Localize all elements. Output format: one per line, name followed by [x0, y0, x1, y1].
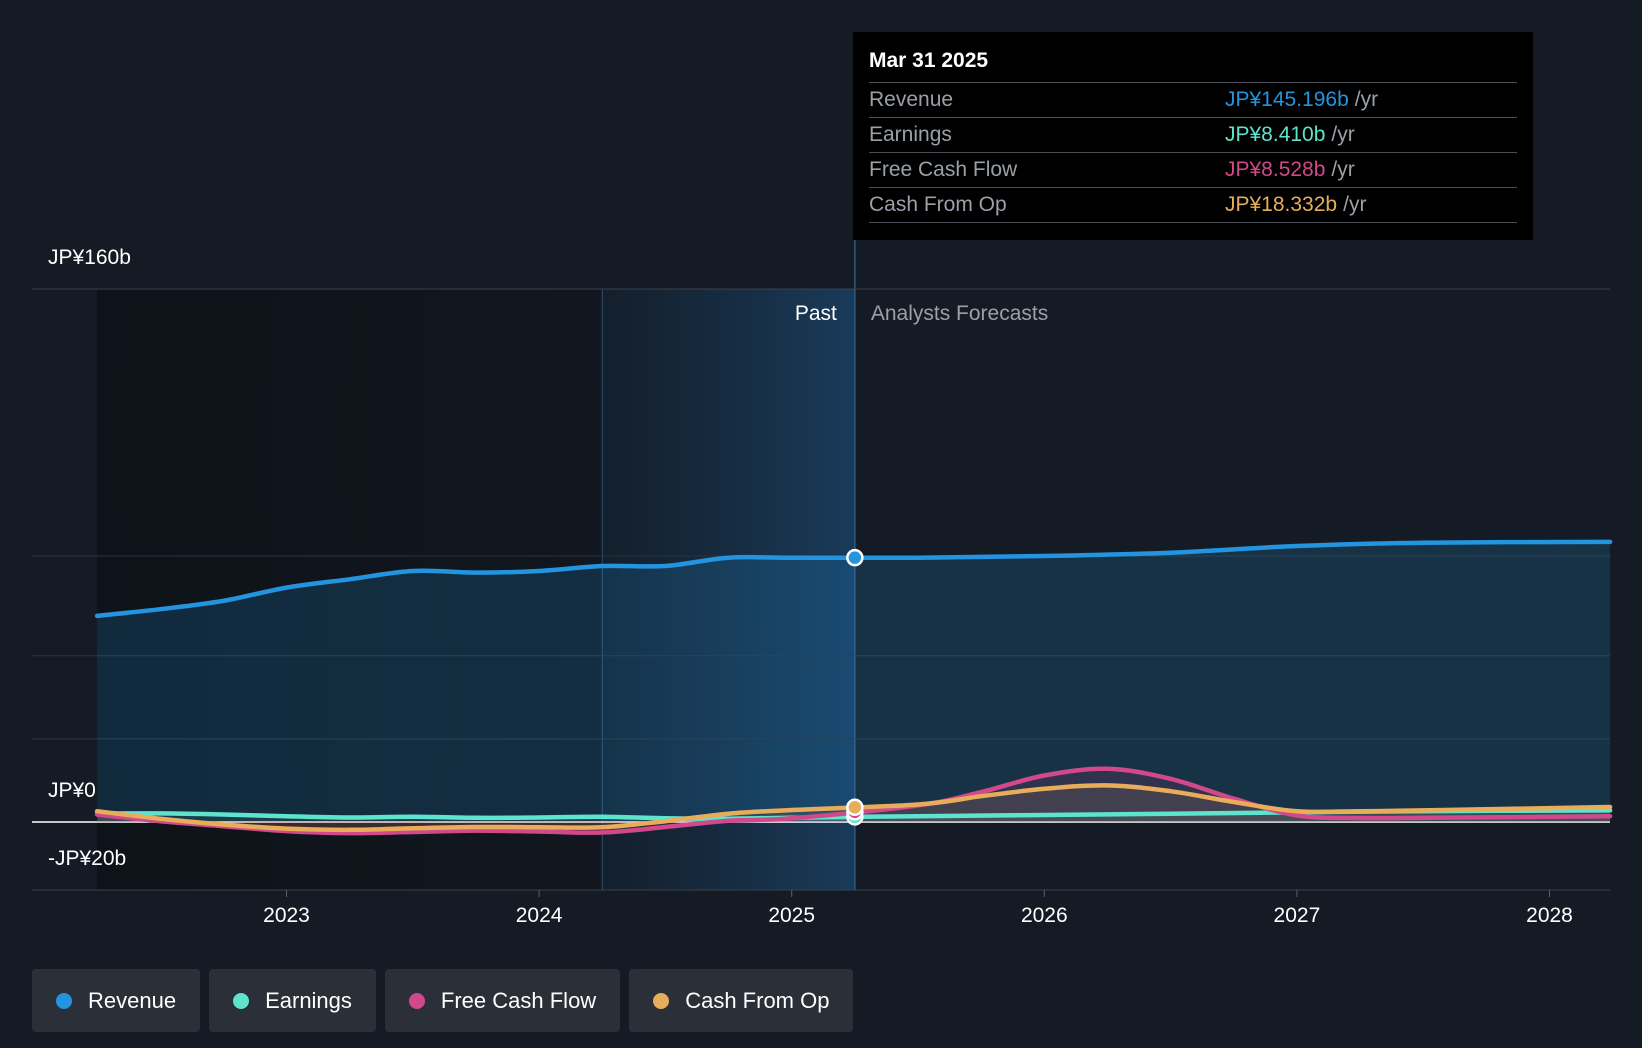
tooltip: Mar 31 2025 Revenue JP¥145.196b /yr Earn…: [853, 32, 1533, 240]
legend-dot-icon: [653, 992, 670, 1009]
tooltip-row-revenue: Revenue JP¥145.196b /yr: [869, 83, 1517, 118]
tooltip-row-earnings: Earnings JP¥8.410b /yr: [869, 118, 1517, 153]
tooltip-unit: /yr: [1354, 88, 1379, 111]
y-axis-label: -JP¥20b: [48, 847, 126, 870]
legend-dot-icon: [233, 992, 250, 1009]
tooltip-label: Cash From Op: [869, 193, 1007, 216]
y-axis-label: JP¥160b: [48, 246, 131, 269]
cash-from-op-area: [97, 785, 1611, 830]
tooltip-value: JP¥8.410b: [1225, 123, 1326, 146]
x-tick-label: 2024: [516, 904, 563, 927]
legend-item-earnings[interactable]: Earnings: [209, 969, 376, 1032]
legend-label: Earnings: [265, 987, 352, 1013]
x-tick-label: 2023: [263, 904, 310, 927]
x-tick-label: 2026: [1021, 904, 1068, 927]
legend-label: Free Cash Flow: [440, 987, 597, 1013]
tooltip-label: Free Cash Flow: [869, 158, 1018, 181]
legend-item-free-cash-flow[interactable]: Free Cash Flow: [384, 969, 621, 1032]
free-cash-flow-line: [94, 766, 1613, 836]
tooltip-unit: /yr: [1343, 193, 1367, 216]
free-cash-flow-area: [97, 768, 1611, 834]
tooltip-unit: /yr: [1331, 123, 1355, 146]
tooltip-label: Revenue: [869, 88, 954, 111]
cash-from-op-line: [94, 783, 1613, 833]
revenue-area: [97, 541, 1611, 822]
legend-label: Revenue: [88, 987, 177, 1013]
x-tick-label: 2027: [1274, 904, 1321, 927]
tooltip-value: JP¥8.528b: [1225, 158, 1326, 181]
x-tick-label: 2028: [1526, 904, 1573, 927]
tooltip-unit: /yr: [1331, 158, 1355, 181]
revenue-line: [94, 539, 1613, 619]
legend-item-cash-from-op[interactable]: Cash From Op: [629, 969, 854, 1032]
tooltip-date: Mar 31 2025: [869, 46, 1517, 83]
tooltip-label: Earnings: [869, 123, 952, 146]
legend-dot-icon: [56, 992, 72, 1009]
past-label: Past: [795, 302, 837, 325]
legend-label: Cash From Op: [685, 987, 830, 1013]
cash-from-op-marker: [846, 798, 864, 817]
forecast-label: Analysts Forecasts: [871, 302, 1048, 325]
legend: Revenue Earnings Free Cash Flow Cash Fro…: [32, 969, 854, 1032]
revenue-marker: [846, 548, 864, 567]
tooltip-value: JP¥18.332b: [1225, 193, 1338, 216]
tooltip-row-free-cash-flow: Free Cash Flow JP¥8.528b /yr: [869, 153, 1517, 188]
legend-item-revenue[interactable]: Revenue: [32, 969, 201, 1032]
legend-dot-icon: [408, 992, 425, 1009]
x-tick-label: 2025: [768, 904, 815, 927]
y-axis-label: JP¥0: [48, 779, 96, 802]
tooltip-value: JP¥145.196b: [1225, 88, 1349, 111]
tooltip-row-cash-from-op: Cash From Op JP¥18.332b /yr: [869, 188, 1517, 223]
highlight-region: [602, 289, 855, 890]
